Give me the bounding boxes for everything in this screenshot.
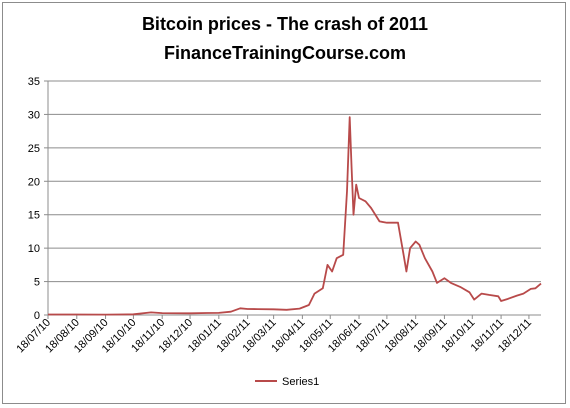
y-tick-label: 25 xyxy=(28,143,40,155)
label-layer: 0510152025303518/07/1018/08/1018/09/1018… xyxy=(14,76,534,355)
chart-subtitle: FinanceTrainingCourse.com xyxy=(163,43,407,63)
y-tick-label: 15 xyxy=(28,210,40,222)
y-tick-label: 35 xyxy=(28,76,40,88)
grid-layer xyxy=(48,80,541,283)
chart-frame xyxy=(2,2,566,404)
legend-label: Series1 xyxy=(282,376,319,388)
series-line xyxy=(48,116,542,316)
y-tick-label: 0 xyxy=(34,310,40,322)
axis-layer xyxy=(44,80,541,319)
y-tick-label: 10 xyxy=(28,243,40,255)
chart-title: Bitcoin prices - The crash of 2011 xyxy=(141,14,429,34)
y-tick-label: 5 xyxy=(34,277,40,289)
y-tick-label: 20 xyxy=(28,176,40,188)
series-layer xyxy=(48,116,542,316)
legend: Series1 xyxy=(255,376,319,388)
y-tick-label: 30 xyxy=(28,109,40,121)
